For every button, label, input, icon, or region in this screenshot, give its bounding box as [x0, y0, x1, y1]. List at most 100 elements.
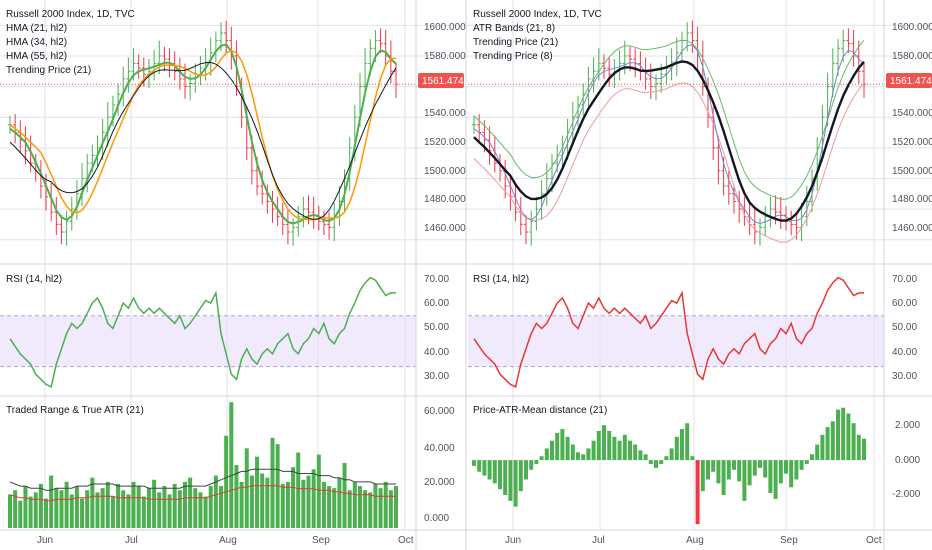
distance-bar: [820, 434, 825, 461]
left-legend-hma34: HMA (34, hl2): [6, 37, 67, 48]
right-x-tick-jun: Jun: [505, 535, 521, 546]
distance-bar: [695, 460, 700, 525]
traded-range-bar: [249, 475, 254, 528]
trending-price-line: [9, 61, 397, 220]
distance-bar: [633, 444, 638, 461]
traded-range-bar: [126, 494, 131, 528]
rsi-line-left: [9, 276, 396, 388]
traded-range-bar: [378, 488, 383, 528]
right-dist-label: Price-ATR-Mean distance (21): [473, 405, 607, 416]
traded-range-bar: [64, 481, 69, 528]
traded-range-bar: [357, 486, 362, 528]
traded-range-bar: [167, 494, 172, 528]
right-rsi-tick: 30.00: [892, 371, 917, 382]
traded-range-bar: [316, 454, 321, 528]
traded-range-bar: [141, 496, 146, 528]
traded-range-bar: [54, 488, 59, 528]
traded-range-bar: [49, 475, 54, 528]
traded-range-bar: [157, 492, 162, 528]
hma34-line: [9, 49, 397, 221]
rsi-band-fill: [0, 315, 416, 367]
distance-bar: [539, 456, 544, 461]
traded-range-bar: [342, 463, 347, 528]
left-price-tick: 1460.000: [424, 223, 466, 234]
right-x-tick-jul: Jul: [592, 535, 605, 546]
distance-bar: [617, 440, 622, 461]
right-price-tag-text: 1561.474: [890, 76, 932, 87]
traded-range-bar: [239, 481, 244, 528]
traded-range-bar: [213, 475, 218, 528]
distance-bar: [628, 440, 632, 461]
distance-bar: [643, 454, 648, 461]
traded-range-bar: [332, 488, 337, 528]
distance-bar: [841, 407, 846, 461]
traded-range-bar: [33, 492, 38, 528]
right-x-tick-oct: Oct: [866, 535, 882, 546]
left-price-tag: [418, 73, 464, 88]
right-rsi-tick: 70.00: [892, 274, 917, 285]
distance-bar: [815, 444, 820, 461]
traded-range-bar: [136, 486, 141, 528]
distance-bar: [498, 460, 502, 490]
left-x-tick-sep: Sep: [312, 535, 330, 546]
traded-range-bar: [383, 481, 388, 528]
left-price-tick: 1600.000: [424, 22, 466, 33]
left-rsi-tick: 30.00: [424, 371, 449, 382]
traded-range-bar: [280, 483, 285, 528]
distance-bar: [612, 436, 617, 461]
traded-range-bar: [23, 486, 28, 528]
distance-bar: [778, 460, 783, 484]
traded-range-bar: [95, 492, 100, 528]
traded-range-bar: [110, 496, 115, 528]
distance-bar: [550, 440, 554, 461]
traded-range-bar: [80, 498, 85, 528]
left-rsi-tick: 70.00: [424, 274, 449, 285]
traded-range-bar: [152, 479, 157, 528]
right-legend-trending21: Trending Price (21): [473, 37, 558, 48]
right-legend-trending8: Trending Price (8): [473, 51, 553, 62]
distance-bar: [654, 460, 658, 468]
traded-range-bar: [291, 467, 296, 528]
right-x-tick-sep: Sep: [780, 535, 798, 546]
left-legend-hma21: HMA (21, hl2): [6, 23, 67, 34]
distance-bar: [596, 430, 601, 461]
left-rsi-tick: 60.00: [424, 298, 449, 309]
distance-bar: [794, 460, 799, 480]
distance-bar: [477, 460, 482, 472]
distance-bar: [638, 450, 643, 461]
distance-bar: [851, 423, 856, 461]
right-rsi-label: RSI (14, hl2): [473, 274, 529, 285]
distance-bar: [513, 460, 518, 507]
left-price-tick: 1540.000: [424, 108, 466, 119]
traded-range-bar: [306, 475, 311, 528]
distance-bar: [518, 460, 523, 492]
distance-bar: [492, 460, 497, 484]
traded-range-bar: [208, 486, 213, 528]
left-atr-tick: 40.000: [424, 443, 455, 454]
distance-bar: [737, 460, 742, 482]
traded-range-bar: [234, 465, 239, 528]
distance-bar: [700, 460, 705, 492]
distance-bar: [664, 456, 669, 461]
traded-range-bar: [244, 448, 249, 528]
traded-range-bar: [188, 477, 193, 528]
traded-range-bar: [347, 490, 352, 528]
traded-range-bar: [162, 486, 167, 528]
left-price-tick: 1580.000: [424, 51, 466, 62]
right-price-tag: [886, 73, 932, 88]
traded-range-bar: [38, 483, 43, 528]
traded-range-bar: [388, 490, 393, 528]
atr-mean-line: [9, 485, 396, 502]
rsi-line-right: [473, 276, 864, 388]
distance-bar: [680, 429, 684, 461]
left-atr-label: Traded Range & True ATR (21): [6, 405, 144, 416]
right-price-tick: 1500.000: [892, 166, 932, 177]
distance-bar: [586, 448, 591, 461]
distance-bar: [565, 436, 570, 461]
left-atr-tick: 20.000: [424, 477, 455, 488]
distance-bar: [503, 460, 508, 496]
distance-bar: [529, 460, 534, 470]
atr-upper-band: [473, 39, 865, 200]
